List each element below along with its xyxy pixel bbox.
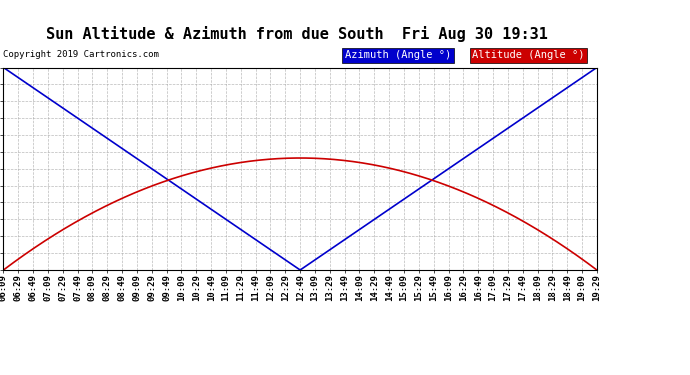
Text: Altitude (Angle °): Altitude (Angle °): [472, 50, 584, 60]
Text: Sun Altitude & Azimuth from due South  Fri Aug 30 19:31: Sun Altitude & Azimuth from due South Fr…: [46, 26, 548, 42]
Text: Azimuth (Angle °): Azimuth (Angle °): [344, 50, 451, 60]
Text: Copyright 2019 Cartronics.com: Copyright 2019 Cartronics.com: [3, 50, 159, 59]
